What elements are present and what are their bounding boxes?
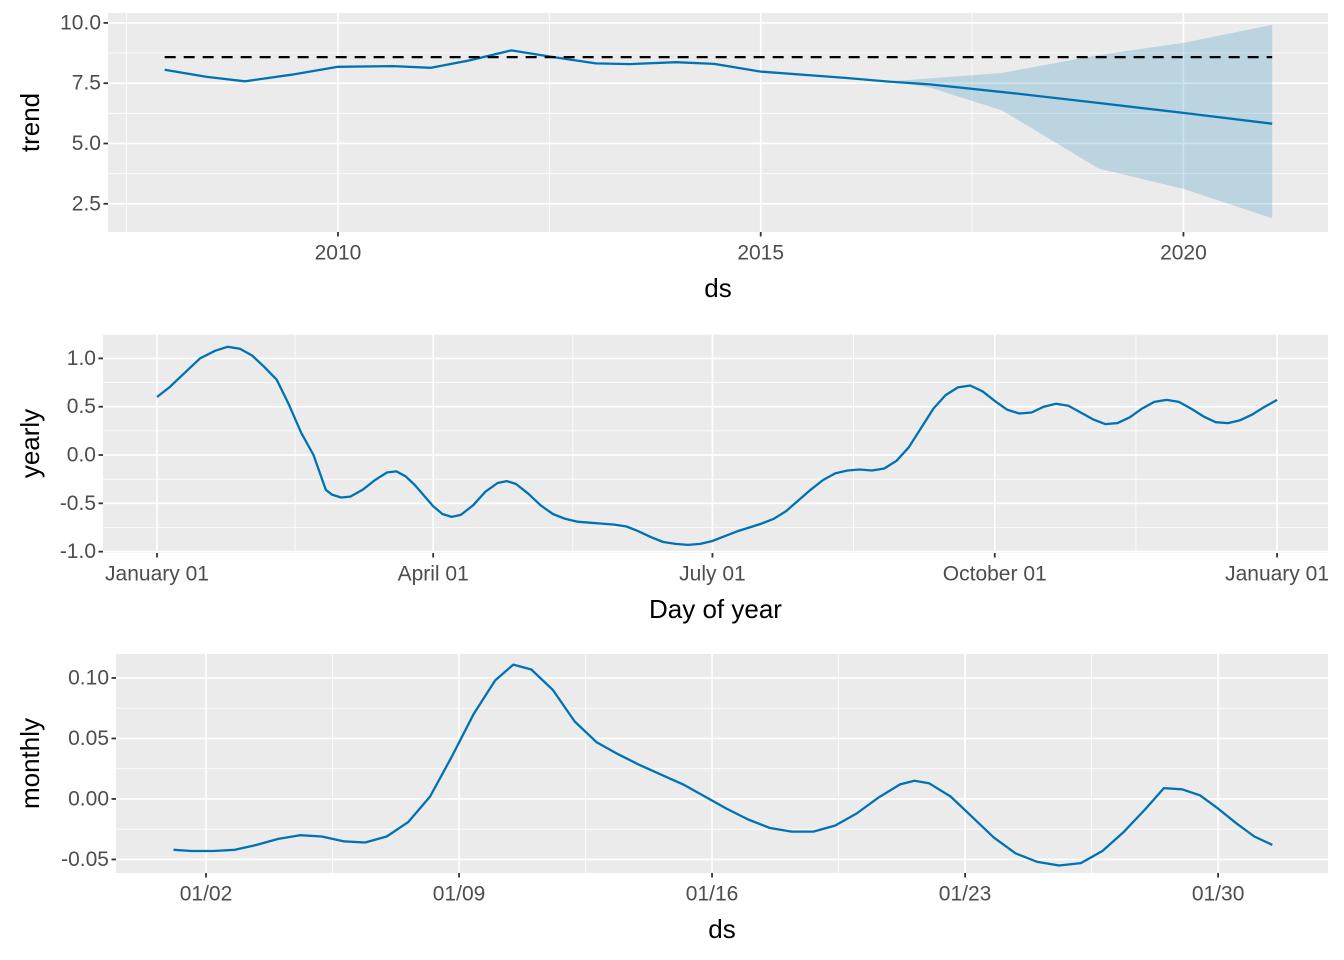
panel-trend: 2010 2015 2020 2.5 5.0 7.5 10.0 ds trend [15, 11, 1328, 303]
uncertainty-ribbon [887, 24, 1273, 219]
x-tick-label: 01/30 [1192, 883, 1245, 906]
x-axis-title-monthly: ds [708, 914, 735, 944]
monthly-seasonality-line [173, 663, 1273, 867]
panel-yearly: January 01 April 01 July 01 October 01 Janua… [15, 333, 1329, 624]
panel-background [116, 654, 1328, 873]
x-tick-label: January 01 [1225, 563, 1329, 586]
x-tick-label: 01/09 [433, 883, 486, 906]
y-axis-title-monthly: monthly [15, 718, 45, 809]
y-tick-label: 5.0 [72, 132, 101, 155]
y-tick-label: 7.5 [72, 72, 101, 95]
y-tick-label: 0.5 [67, 395, 96, 418]
x-axis-title-trend: ds [704, 273, 731, 303]
y-tick-label: 0.10 [68, 666, 109, 689]
y-axis-title-trend: trend [15, 93, 45, 152]
x-tick-label: January 01 [105, 563, 209, 586]
x-tick-label: October 01 [943, 563, 1047, 586]
x-axis-title-yearly: Day of year [649, 594, 782, 624]
x-tick-label: July 01 [679, 563, 746, 586]
y-tick-label: 10.0 [60, 11, 101, 34]
yearly-seasonality-line [156, 345, 1278, 547]
y-tick-label: 0.00 [68, 787, 109, 810]
y-tick-label: 2.5 [72, 192, 101, 215]
x-tick-label: 01/23 [939, 883, 992, 906]
x-tick-label: 01/02 [180, 883, 233, 906]
x-tick-label: 2010 [315, 242, 362, 265]
trend-line [164, 49, 1273, 125]
x-tick-label: April 01 [398, 563, 469, 586]
x-tick-label: 2015 [737, 242, 784, 265]
panel-background [108, 13, 1328, 232]
y-tick-label: -1.0 [60, 540, 96, 563]
y-tick-label: 1.0 [67, 347, 96, 370]
panel-background [103, 334, 1328, 553]
x-tick-label: 2020 [1160, 242, 1207, 265]
y-tick-label: -0.5 [60, 492, 96, 515]
y-tick-label: 0.0 [67, 444, 96, 467]
panel-monthly: 01/02 01/09 01/16 01/23 01/30 -0.05 0.00 0.05 0.… [15, 654, 1328, 944]
y-tick-label: -0.05 [61, 848, 109, 871]
x-tick-label: 01/16 [686, 883, 739, 906]
y-axis-title-yearly: yearly [15, 409, 45, 478]
y-tick-label: 0.05 [68, 727, 109, 750]
